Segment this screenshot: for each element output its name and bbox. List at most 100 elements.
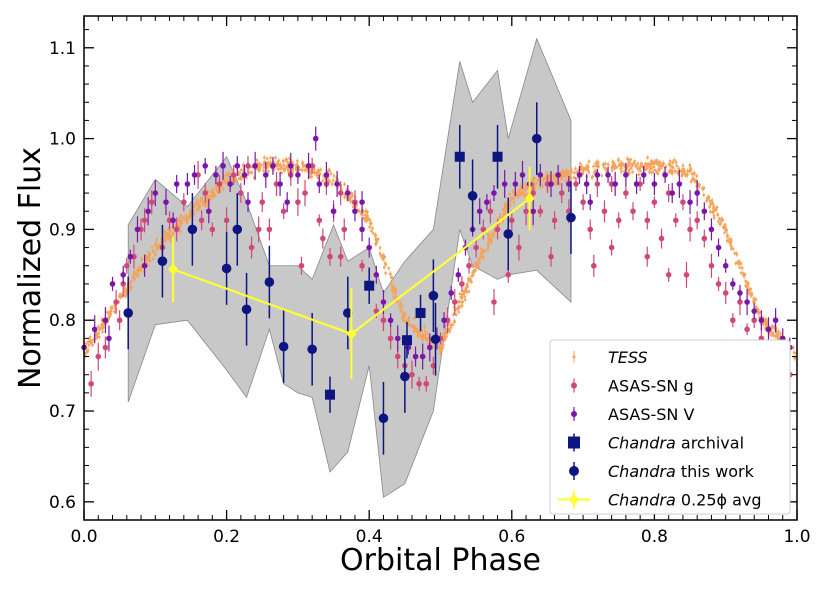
tess-point xyxy=(702,193,706,197)
tess-point xyxy=(745,281,749,285)
tess-point xyxy=(401,310,405,314)
asassn-g-point xyxy=(708,262,715,269)
tess-point xyxy=(374,242,378,246)
tess-point xyxy=(277,159,281,162)
x-axis-label: Orbital Phase xyxy=(340,543,541,578)
tess-point xyxy=(698,183,701,186)
tess-point xyxy=(376,239,379,243)
legend-label: ASAS-SN V xyxy=(608,405,694,424)
chandra-this-work-point xyxy=(400,371,410,382)
tess-point xyxy=(129,280,133,283)
asassn-g-point xyxy=(459,281,465,287)
tess-point xyxy=(214,186,218,190)
asassn-g-point xyxy=(181,199,187,205)
tess-point xyxy=(623,169,626,173)
tess-point xyxy=(651,170,655,173)
tess-point xyxy=(423,330,427,333)
asassn-g-point xyxy=(751,317,758,324)
asassn-g-point xyxy=(573,181,579,187)
tess-point xyxy=(728,237,731,240)
asassn-g-point xyxy=(608,244,615,251)
asassn-v-point xyxy=(548,181,554,187)
tess-point xyxy=(617,159,620,163)
asassn-g-point xyxy=(451,299,458,305)
asassn-g-point xyxy=(387,335,394,342)
asassn-v-point xyxy=(316,181,323,187)
tess-point xyxy=(555,181,558,185)
tess-point xyxy=(276,167,280,171)
tess-point xyxy=(638,166,642,169)
tess-point xyxy=(422,335,425,339)
asassn-v-point xyxy=(694,190,700,196)
tess-point xyxy=(720,217,724,220)
asassn-g-point xyxy=(88,380,94,387)
asassn-g-point xyxy=(245,163,251,169)
tess-point xyxy=(536,178,540,182)
tess-point xyxy=(349,197,352,200)
y-tick-label: 0.6 xyxy=(49,493,76,513)
asassn-g-point xyxy=(744,326,750,333)
tess-point xyxy=(636,167,640,171)
asassn-g-point xyxy=(615,217,622,224)
asassn-g-point xyxy=(148,199,155,205)
band-layer xyxy=(127,37,572,498)
tess-point xyxy=(574,167,577,170)
asassn-v-point xyxy=(623,172,629,178)
tess-point xyxy=(739,271,743,275)
chandra-archival-point xyxy=(492,151,503,162)
asassn-g-point xyxy=(102,344,109,351)
tess-point xyxy=(523,187,526,191)
tess-point xyxy=(518,188,522,191)
axes-layer: 0.0 0.2 0.4 0.6 0.8 1.0 0.6 0.7 0.8 0.9 1.0 1.1 Orbi… xyxy=(13,15,811,578)
tess-point xyxy=(705,199,708,203)
tess-point xyxy=(165,232,168,236)
tess-point xyxy=(177,223,180,226)
asassn-v-point xyxy=(359,226,365,233)
asassn-v-point xyxy=(583,181,590,187)
tess-point xyxy=(533,188,537,191)
asassn-g-point xyxy=(123,262,130,269)
tess-point xyxy=(447,328,451,332)
asassn-v-point xyxy=(587,199,594,205)
asassn-g-point xyxy=(394,353,401,360)
tess-point xyxy=(201,200,204,204)
tess-point xyxy=(509,200,512,203)
tess-point xyxy=(372,231,375,235)
asassn-g-point xyxy=(202,190,209,196)
tess-point xyxy=(757,312,760,315)
asassn-g-point xyxy=(327,253,333,260)
tess-point xyxy=(123,286,126,290)
tess-point xyxy=(228,172,231,175)
y-tick-label: 1.0 xyxy=(49,130,76,150)
tess-point xyxy=(413,316,416,320)
asassn-g-point xyxy=(480,226,487,233)
tess-point xyxy=(163,230,166,233)
tess-point xyxy=(461,300,464,304)
tess-point xyxy=(281,159,285,163)
asassn-g-point xyxy=(248,244,255,251)
tess-point xyxy=(203,203,207,207)
tess-point xyxy=(156,248,159,251)
tess-point xyxy=(572,176,576,179)
asassn-v-point xyxy=(245,199,251,205)
asassn-g-point xyxy=(523,208,529,215)
tess-point xyxy=(456,307,460,310)
tess-point xyxy=(387,266,391,270)
tess-point xyxy=(619,167,623,171)
tess-point xyxy=(366,210,369,214)
tess-point xyxy=(280,171,283,175)
asassn-g-point xyxy=(494,226,501,233)
asassn-g-point xyxy=(491,299,497,305)
tess-point xyxy=(267,161,270,164)
tess-point xyxy=(452,313,455,316)
tess-point xyxy=(262,156,266,159)
tess-point xyxy=(147,251,151,255)
tess-point xyxy=(648,170,651,174)
tess-point xyxy=(205,204,209,208)
asassn-v-point xyxy=(651,181,658,187)
tess-point xyxy=(199,199,202,202)
asassn-v-point xyxy=(170,217,176,224)
asassn-v-point xyxy=(295,172,301,178)
chandra-archival-point xyxy=(415,307,426,318)
tess-point xyxy=(669,164,673,168)
